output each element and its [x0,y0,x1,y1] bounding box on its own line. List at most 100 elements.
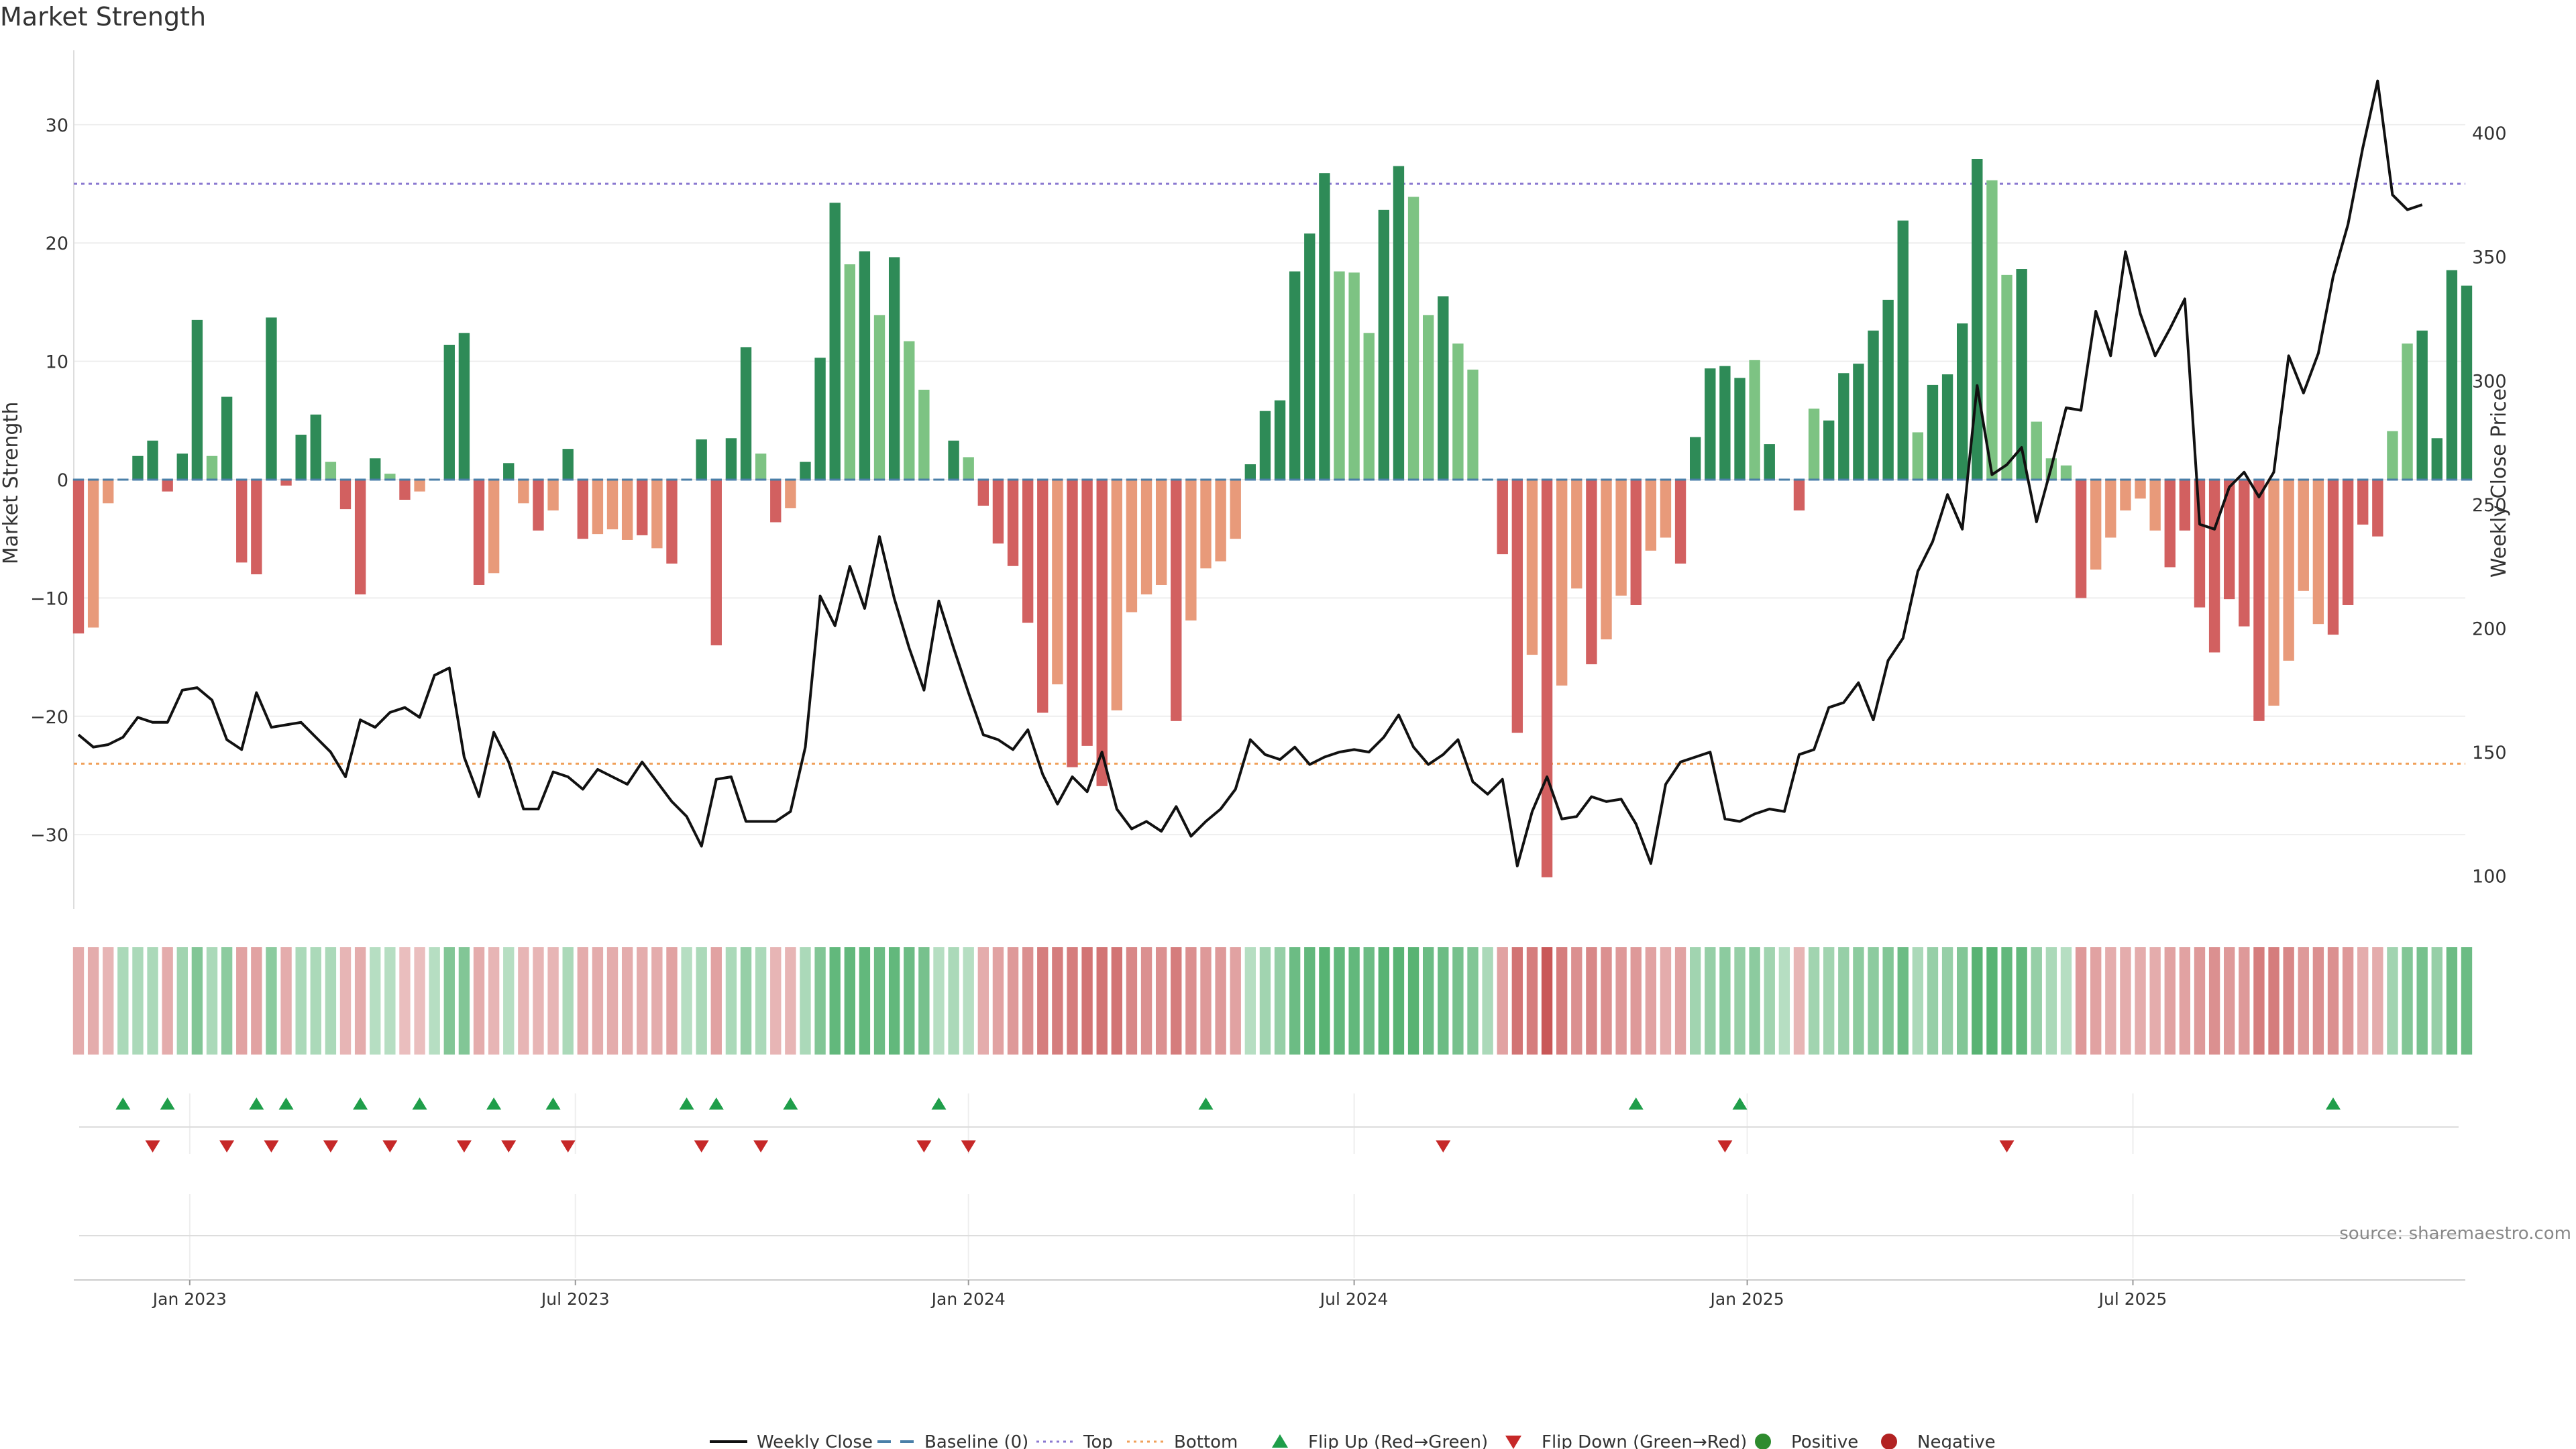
heat-cell [800,947,811,1055]
flip-down-marker [916,1140,932,1152]
heat-cell [1244,947,1256,1055]
heat-cell [1140,947,1152,1055]
flip-down-marker [145,1140,160,1152]
strength-bar [1171,480,1182,721]
heat-cell [1215,947,1226,1055]
flip-up-marker [115,1097,131,1110]
flip-up-marker [1732,1097,1748,1110]
strength-bar [1838,373,1849,480]
strength-bar [1734,378,1746,480]
strength-bar [948,440,959,480]
x-tick-label: Jul 2025 [2098,1289,2167,1309]
heat-cell [2208,947,2220,1055]
strength-bar [1497,480,1508,555]
heat-cell [2164,947,2176,1055]
strength-bar [829,203,841,480]
strength-bar [2298,480,2309,591]
strength-bar [963,457,974,480]
strength-bar [103,480,114,504]
heat-cell [1230,947,1241,1055]
strength-bar [1586,480,1597,665]
heat-cell [176,947,188,1055]
legend-label: Top [1083,1432,1113,1449]
strength-bar [1348,272,1360,480]
heat-cell [1941,947,1953,1055]
heat-cell [992,947,1004,1055]
strength-bar [785,480,796,508]
heat-cell [1096,947,1108,1055]
heat-cell [2461,947,2473,1055]
strength-bar [191,319,203,480]
strength-bar [458,333,470,480]
strength-bar [339,480,352,510]
heat-cell [132,947,144,1055]
heat-cell [1274,947,1286,1055]
strength-bar [488,480,500,574]
heat-cell [755,947,767,1055]
heat-cell [1407,947,1419,1055]
strength-bar [1230,480,1241,539]
strength-bar [755,453,767,480]
flip-down-marker [219,1140,235,1152]
heat-cell [2045,947,2057,1055]
strength-bar [992,480,1004,544]
flip-up-marker [249,1097,264,1110]
legend-label: Baseline (0) [924,1432,1028,1449]
heat-cell [429,947,440,1055]
heat-cell [918,947,930,1055]
strength-bar [977,480,989,506]
y2-tick-label: 150 [2472,743,2507,763]
heat-cell [325,947,337,1055]
strength-bar [132,455,144,480]
strength-bar [1274,400,1286,480]
strength-bar [1037,480,1049,713]
heat-cell [1853,947,1864,1055]
legend-item: Top [1036,1432,1113,1449]
heat-cell [1882,947,1894,1055]
y2-tick-label: 100 [2472,867,2507,888]
strength-bar [1126,480,1138,612]
strength-bar [1749,360,1760,480]
heat-cell [503,947,515,1055]
flip-up-marker [545,1097,561,1110]
strength-bar [888,257,900,480]
x-tick-label: Jan 2025 [1709,1289,1784,1309]
strength-bar [577,480,588,539]
heat-cell [888,947,900,1055]
strength-bar [1081,480,1093,746]
heat-cell [236,947,248,1055]
strength-bar [2164,480,2176,568]
strength-bar [2283,480,2294,661]
legend-swatch [1272,1434,1288,1448]
strength-bar [800,462,811,480]
strength-bar [1556,480,1568,686]
strength-bar [1882,299,1894,480]
strength-bar [2239,480,2250,627]
heat-cell [2268,947,2279,1055]
heat-cell [1171,947,1182,1055]
strength-bar [1363,333,1375,480]
heat-cell [1674,947,1686,1055]
flip-up-marker [783,1097,798,1110]
heat-cell [458,947,470,1055]
heat-cell [370,947,381,1055]
flip-up-marker [278,1097,294,1110]
flip-down-marker [1717,1140,1733,1152]
gridlines [73,50,2465,1278]
heat-cell [1897,947,1909,1055]
flip-down-marker [456,1140,472,1152]
heat-cell [2179,947,2191,1055]
heat-cell [606,947,619,1055]
y2-tick-label: 200 [2472,619,2507,640]
heat-cell [1378,947,1390,1055]
strength-bar [1793,480,1805,511]
heat-cell [221,947,233,1055]
strength-bar [2001,274,2012,480]
heat-cell [1067,947,1078,1055]
heat-cell [829,947,841,1055]
heat-cell [1764,947,1775,1055]
strength-bar [295,434,307,480]
flip-up-marker [1198,1097,1214,1110]
heat-cell [1185,947,1197,1055]
